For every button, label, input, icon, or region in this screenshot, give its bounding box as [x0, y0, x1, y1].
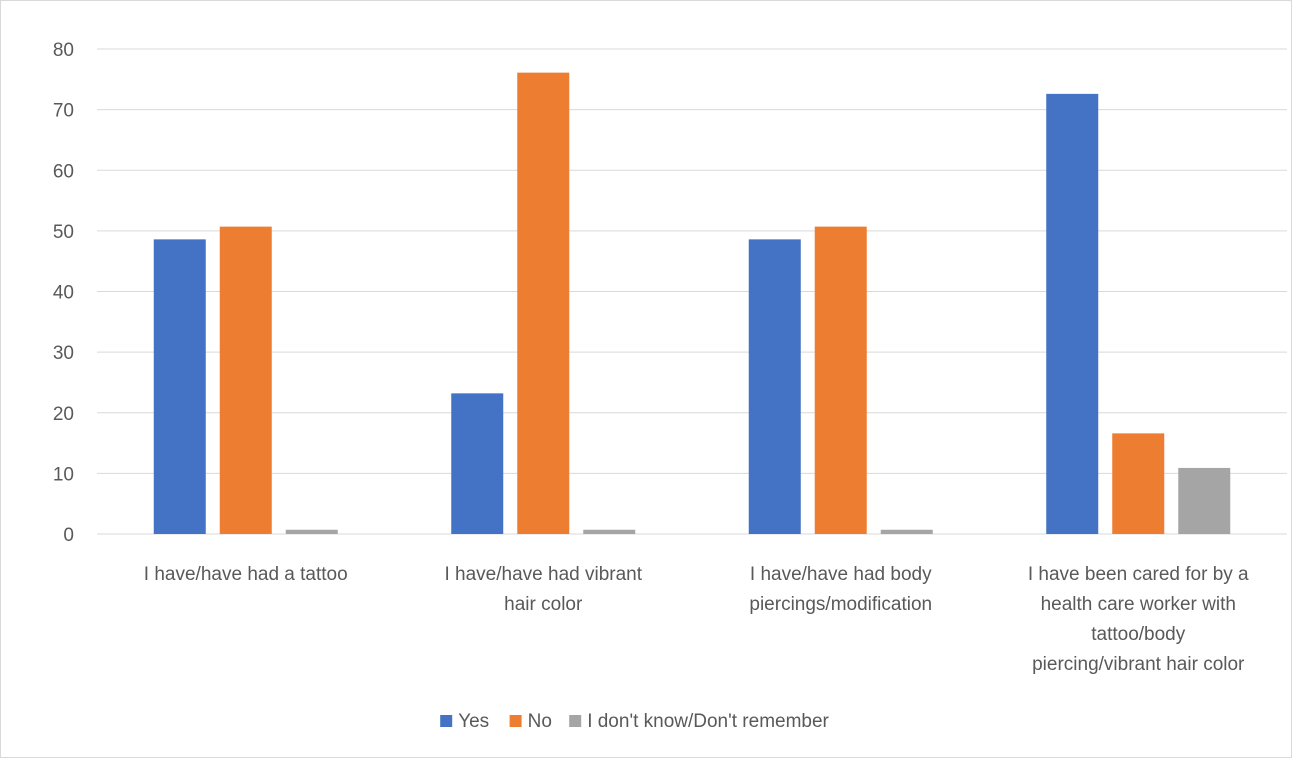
bar	[1178, 467, 1231, 534]
bar	[748, 239, 801, 535]
x-category-label: I have/have had body piercings/modificati…	[749, 564, 932, 615]
y-tick-label: 40	[53, 283, 74, 304]
legend-swatch	[509, 715, 522, 727]
x-axis: I have/have had a tattoo I have/have had …	[144, 564, 1249, 675]
bar	[517, 72, 570, 535]
bar	[153, 239, 206, 535]
x-category-label-line: piercings/modification	[749, 594, 932, 615]
x-category-label-line: health care worker with	[1041, 594, 1236, 615]
legend-label: Yes	[458, 711, 489, 732]
x-category-label: I have/have had a tattoo	[144, 564, 348, 585]
bar	[880, 529, 933, 534]
y-axis: 0 10 20 30 40 50 60 70 80	[53, 40, 74, 546]
y-tick-label: 50	[53, 222, 74, 243]
x-category-label-line: I have/have had body	[750, 564, 932, 585]
bar	[285, 529, 338, 534]
y-tick-label: 0	[63, 525, 74, 546]
y-tick-label: 80	[53, 40, 74, 61]
y-tick-label: 30	[53, 343, 74, 364]
x-category-label-line: I have been cared for by a	[1028, 564, 1249, 585]
bar	[219, 226, 272, 534]
x-category-label: I have been cared for by a health care wo…	[1028, 564, 1249, 675]
x-category-label-line: hair color	[504, 594, 583, 615]
legend-label: No	[528, 711, 552, 732]
bar	[814, 226, 867, 534]
x-category-label-line: piercing/vibrant hair color	[1032, 654, 1245, 675]
bar	[451, 393, 504, 534]
bar	[583, 529, 636, 534]
bar-series	[153, 72, 1231, 535]
bar	[1046, 93, 1099, 535]
bar	[1112, 433, 1165, 534]
y-tick-label: 70	[53, 101, 74, 122]
y-tick-label: 10	[53, 464, 74, 485]
y-tick-label: 20	[53, 404, 74, 425]
legend: Yes No I don't know/Don't remember	[440, 711, 830, 732]
legend-swatch	[440, 715, 453, 727]
legend-label: I don't know/Don't remember	[587, 711, 829, 732]
legend-swatch	[569, 715, 582, 727]
x-category-label-line: I have/have had vibrant	[444, 564, 642, 585]
y-tick-label: 60	[53, 161, 74, 182]
x-category-label-line: tattoo/body	[1091, 624, 1186, 645]
x-category-label-line: I have/have had a tattoo	[144, 564, 348, 585]
x-category-label: I have/have had vibrant hair color	[444, 564, 642, 615]
